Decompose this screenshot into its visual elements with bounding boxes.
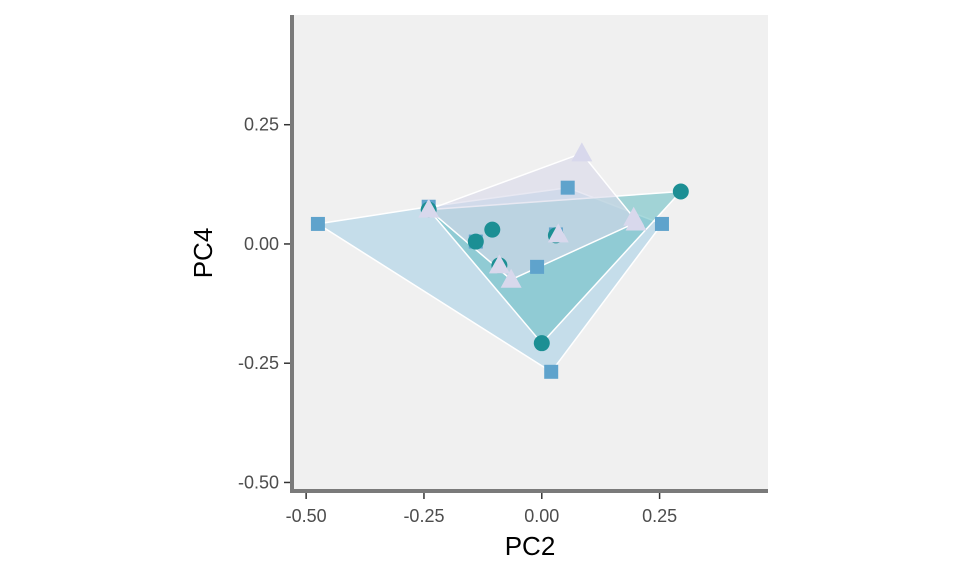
circle-point (533, 335, 550, 352)
square-point (530, 259, 545, 274)
x-tick-label: 0.25 (642, 506, 677, 526)
triangle-point (547, 223, 569, 243)
circle-point (467, 233, 484, 250)
square-point (654, 216, 669, 231)
y-tick-label: -0.25 (238, 353, 279, 373)
y-axis-title: PC4 (188, 228, 218, 279)
x-tick-label: -0.25 (403, 506, 444, 526)
square-point (544, 364, 559, 379)
square-point (560, 180, 575, 195)
y-tick-label: 0.25 (244, 115, 279, 135)
x-tick-label: -0.50 (286, 506, 327, 526)
x-tick-label: 0.00 (524, 506, 559, 526)
triangle-point (488, 254, 510, 274)
circle-point (672, 183, 689, 200)
triangle-point (500, 268, 522, 288)
square-point (310, 216, 325, 231)
x-axis-title: PC2 (505, 531, 556, 561)
triangle-point (571, 142, 593, 162)
y-tick-label: -0.50 (238, 472, 279, 492)
triangle-point (418, 198, 440, 218)
y-tick-layer: -0.50 -0.25 0.00 0.25 (238, 115, 290, 492)
y-tick-label: 0.00 (244, 234, 279, 254)
point-layer (310, 142, 689, 379)
x-tick-layer: -0.50 -0.25 0.00 0.25 (286, 493, 677, 526)
triangle-point (625, 211, 647, 231)
circle-point (484, 221, 501, 238)
